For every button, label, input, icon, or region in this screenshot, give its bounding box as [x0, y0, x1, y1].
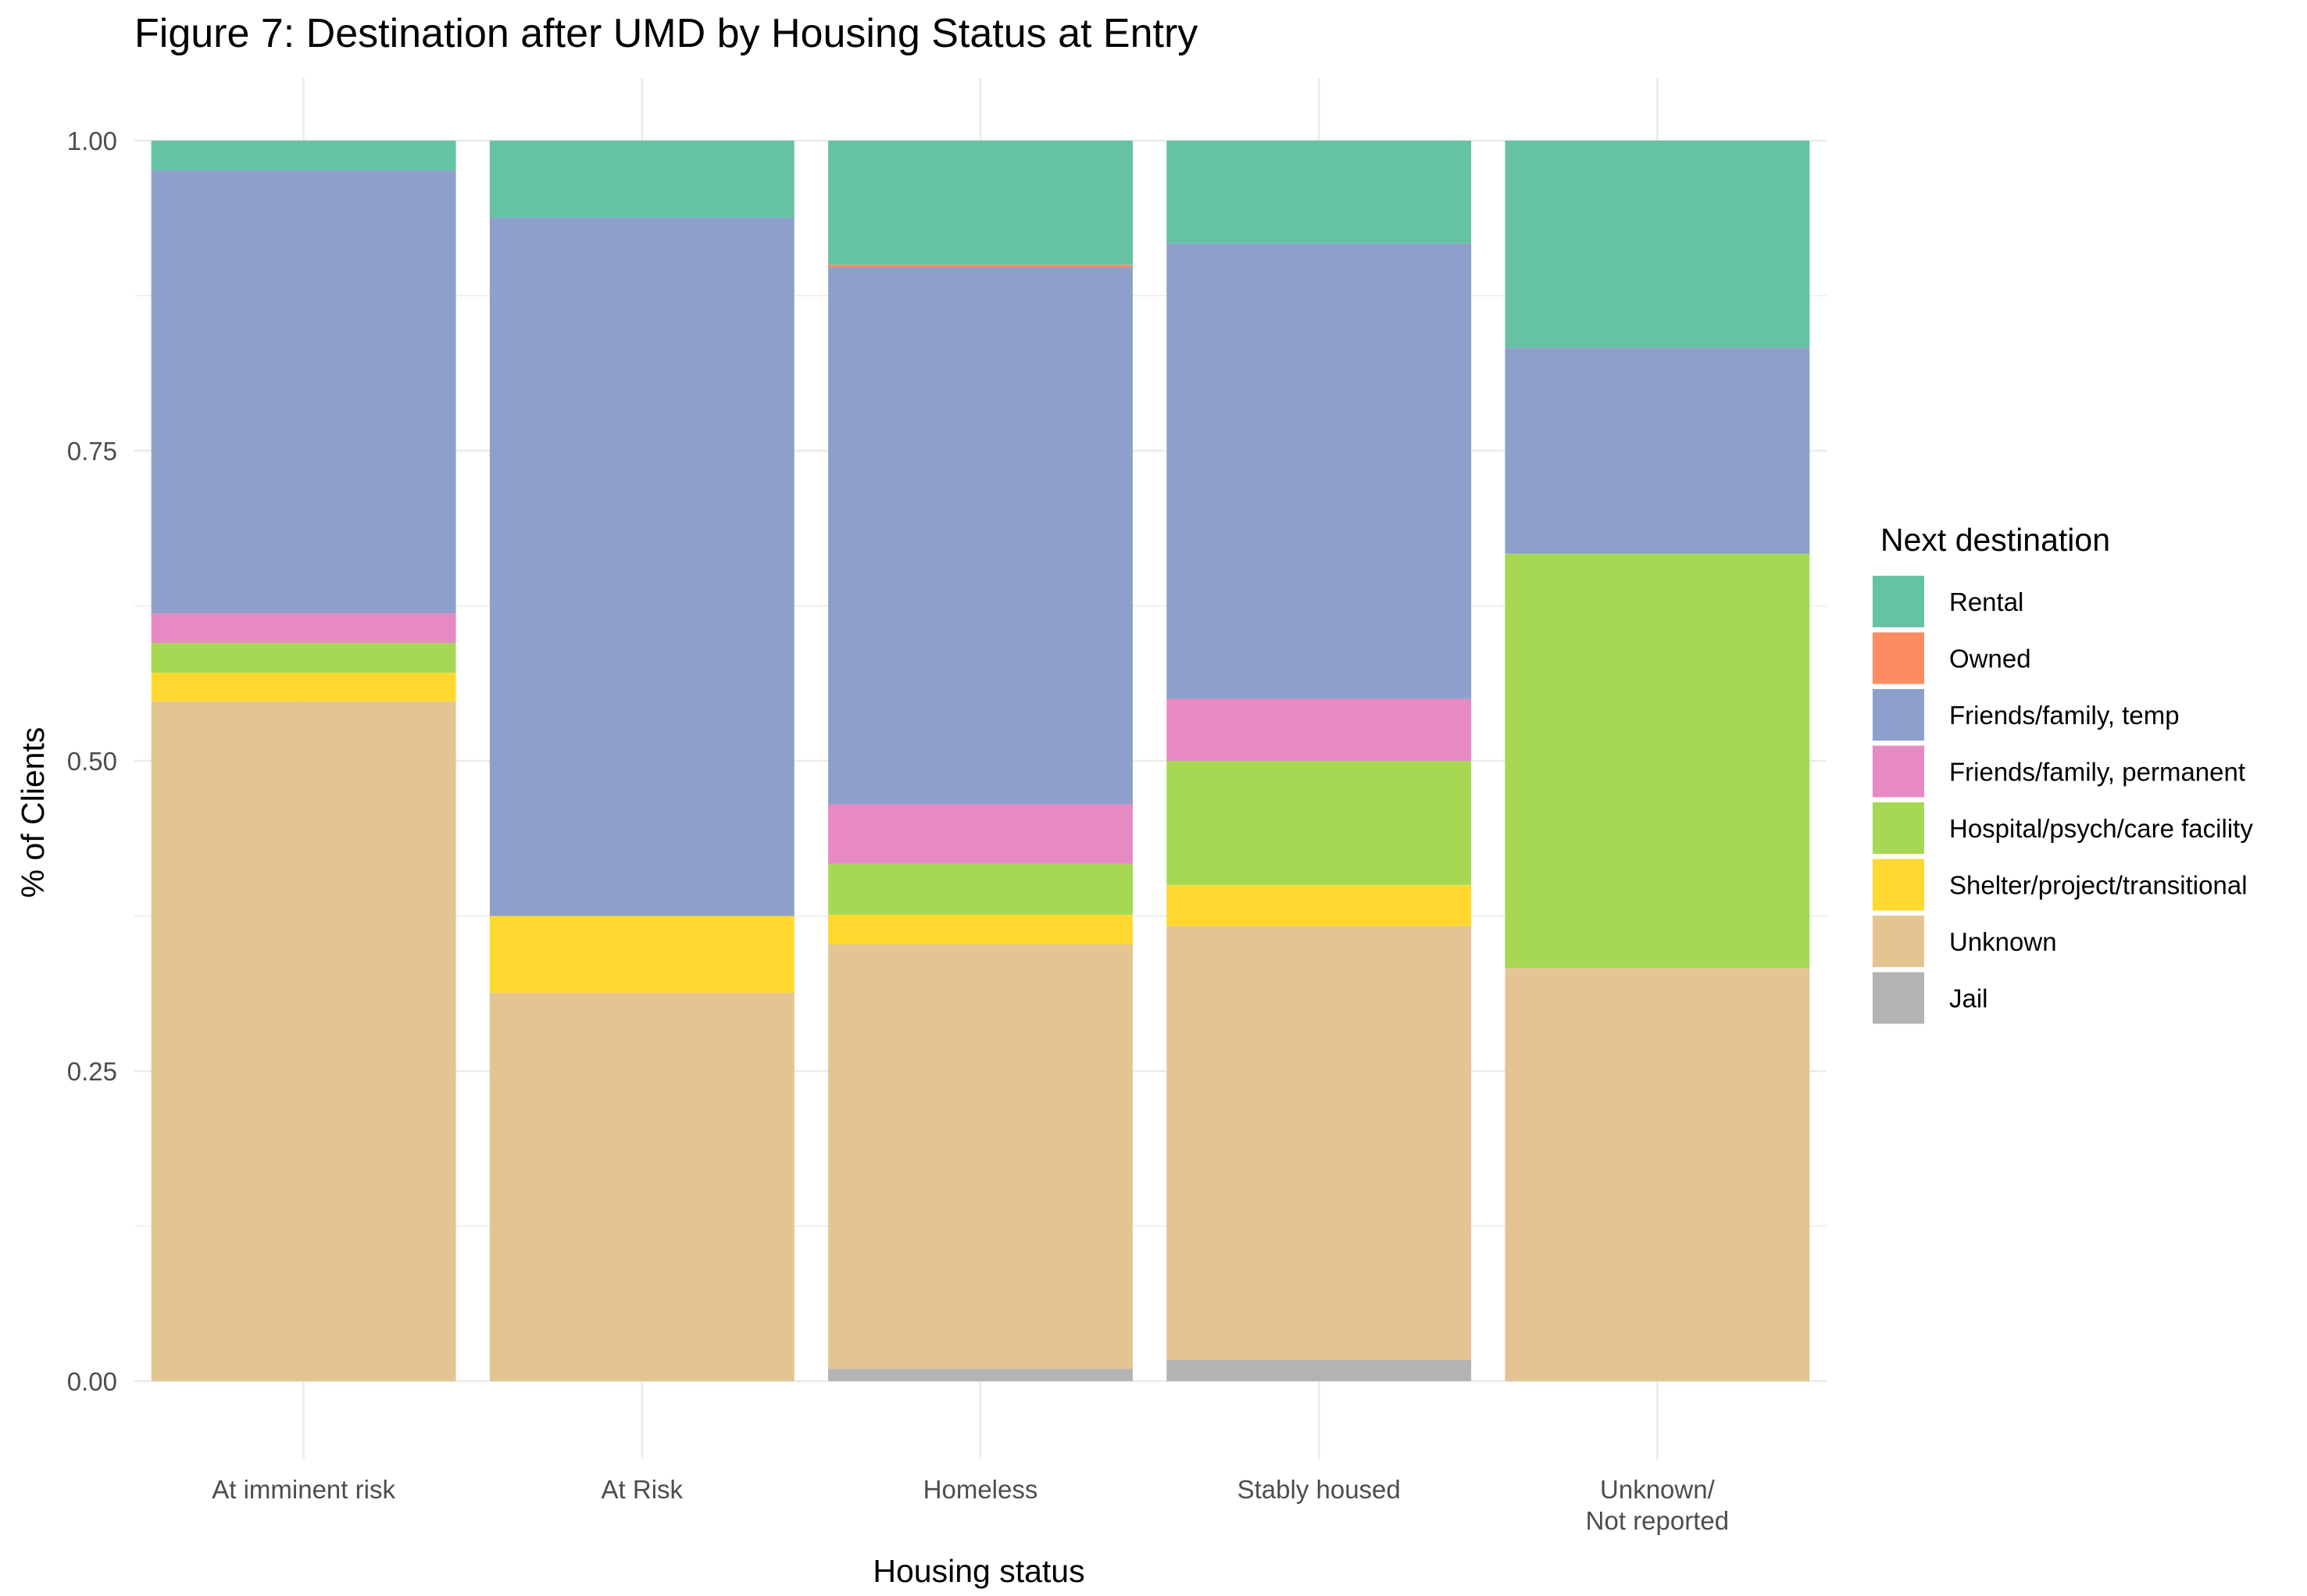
- y-tick-label: 0.00: [67, 1367, 117, 1396]
- legend-key: [1873, 576, 1924, 627]
- bar-segment: [489, 916, 795, 993]
- bar-segment: [1166, 1360, 1472, 1381]
- bar-segment: [1505, 553, 1810, 969]
- bar-segment: [151, 141, 456, 171]
- bar-segment: [828, 266, 1133, 805]
- y-tick-label: 1.00: [67, 127, 117, 155]
- legend-label: Jail: [1949, 984, 1988, 1013]
- y-axis-title: % of Clients: [15, 727, 51, 898]
- x-axis-title: Housing status: [873, 1553, 1084, 1589]
- bar-segment: [489, 992, 795, 1381]
- y-tick-label: 0.75: [67, 437, 117, 466]
- bar-segment: [828, 1369, 1133, 1381]
- legend-title: Next destination: [1880, 522, 2110, 558]
- bar-segment: [1505, 141, 1810, 348]
- bar-segment: [828, 944, 1133, 1369]
- y-axis: 0.00 0.25 0.50 0.75 1.00: [67, 127, 117, 1396]
- bar-segment: [828, 863, 1133, 915]
- legend-key: [1873, 745, 1924, 798]
- x-tick-label: Unknown/Not reported: [1586, 1475, 1729, 1535]
- x-tick-label: At Risk: [602, 1475, 684, 1504]
- bar-segment: [151, 643, 456, 673]
- y-tick-label: 0.25: [67, 1057, 117, 1086]
- bars: [151, 141, 1810, 1381]
- legend-label: Shelter/project/transitional: [1949, 871, 2248, 900]
- legend-label: Friends/family, temp: [1949, 701, 2180, 730]
- legend-label: Hospital/psych/care facility: [1949, 814, 2253, 843]
- bar-segment: [151, 613, 456, 644]
- legend-label: Unknown: [1949, 927, 2057, 956]
- bar-segment: [489, 141, 795, 218]
- bar-segment: [1166, 926, 1472, 1361]
- legend: Next destination Rental Owned Friends/fami…: [1873, 522, 2253, 1024]
- legend-key: [1873, 632, 1924, 684]
- bar-segment: [828, 141, 1133, 265]
- x-tick-label: Stably housed: [1237, 1475, 1401, 1504]
- bar-segment: [1166, 884, 1472, 927]
- legend-label: Friends/family, permanent: [1949, 758, 2245, 787]
- x-tick-label: Homeless: [923, 1475, 1038, 1504]
- bar-segment: [828, 264, 1133, 267]
- bar-segment: [489, 217, 795, 916]
- legend-key: [1873, 802, 1924, 854]
- legend-label: Rental: [1949, 587, 2023, 616]
- bar-segment: [1505, 348, 1810, 554]
- legend-key: [1873, 916, 1924, 967]
- legend-key: [1873, 972, 1924, 1024]
- legend-key: [1873, 859, 1924, 911]
- chart-title: Figure 7: Destination after UMD by Housi…: [134, 11, 1198, 56]
- bar-segment: [1505, 968, 1810, 1381]
- bar-segment: [828, 804, 1133, 864]
- bar-segment: [1166, 141, 1472, 244]
- bar-segment: [151, 673, 456, 702]
- bar-segment: [828, 914, 1133, 945]
- bar-segment: [151, 701, 456, 1381]
- bar-segment: [1166, 243, 1472, 699]
- bar-segment: [1166, 698, 1472, 761]
- x-tick-label: At imminent risk: [212, 1475, 395, 1504]
- y-tick-label: 0.50: [67, 747, 117, 776]
- x-axis: At imminent risk At Risk Homeless Stably ho…: [212, 1475, 1729, 1535]
- bar-segment: [1166, 761, 1472, 885]
- legend-key: [1873, 689, 1924, 741]
- legend-label: Owned: [1949, 644, 2031, 673]
- bar-segment: [151, 170, 456, 614]
